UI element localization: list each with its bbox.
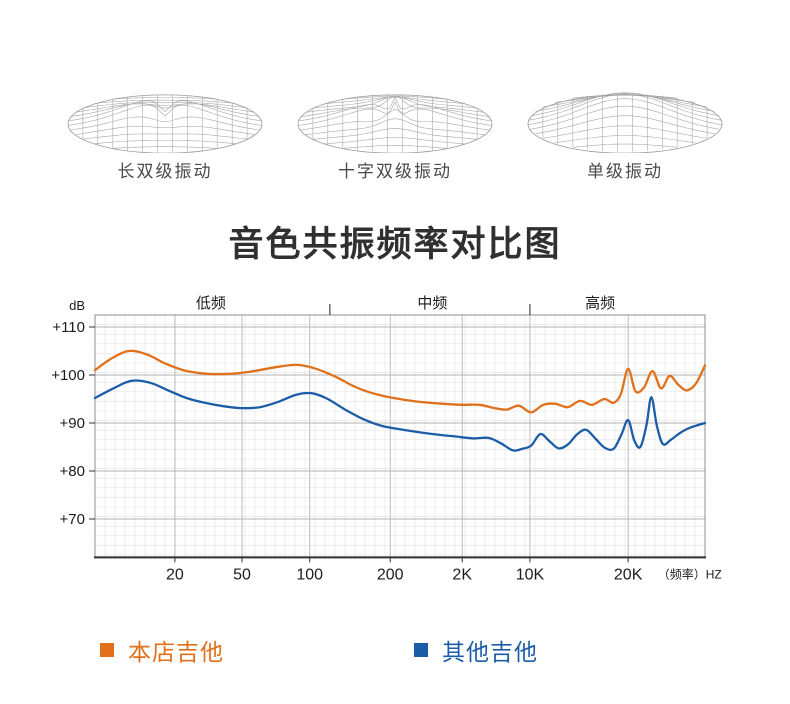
svg-text:中频: 中频 — [417, 295, 447, 312]
svg-text:dB: dB — [69, 298, 85, 313]
svg-text:+70: +70 — [60, 511, 85, 528]
wireframe-mesh-graphic — [67, 94, 263, 153]
legend-item-other-guitar: 其他吉他 — [414, 633, 538, 667]
svg-text:高频: 高频 — [585, 295, 615, 312]
svg-text:10K: 10K — [516, 566, 545, 583]
svg-text:100: 100 — [296, 566, 323, 583]
svg-text:低频: 低频 — [196, 295, 226, 312]
svg-text:（频率）HZ: （频率）HZ — [658, 566, 722, 581]
svg-text:20K: 20K — [614, 566, 643, 583]
svg-text:200: 200 — [377, 566, 404, 583]
chart-section: +110 +100 +90 +80 +70 dB 20 50 100 200 2K 10K 20K （频率… — [0, 289, 790, 589]
svg-text:20: 20 — [166, 566, 184, 583]
legend-swatch-blue — [414, 643, 428, 657]
svg-text:2K: 2K — [452, 566, 472, 583]
legend-label-our-guitar: 本店吉他 — [128, 639, 224, 665]
svg-text:+110: +110 — [52, 319, 85, 336]
svg-text:50: 50 — [233, 566, 251, 583]
wireframe-mesh-graphic — [297, 94, 493, 153]
frequency-comparison-chart: +110 +100 +90 +80 +70 dB 20 50 100 200 2K 10K 20K （频率… — [51, 295, 722, 583]
vibration-diagram-label: 长双级振动 — [117, 162, 213, 181]
vibration-diagram-single: 单级振动 — [512, 48, 738, 182]
svg-text:+80: +80 — [60, 463, 85, 480]
legend-item-our-guitar: 本店吉他 — [100, 633, 224, 667]
svg-text:+90: +90 — [60, 415, 85, 432]
vibration-diagram-label: 十字双级振动 — [338, 162, 452, 181]
legend-label-other-guitar: 其他吉他 — [442, 639, 538, 665]
vibration-diagrams-section: 长双级振动 十字双级振动 单级振动 — [0, 0, 790, 182]
vibration-diagram-label: 单级振动 — [587, 162, 663, 181]
legend-swatch-orange — [100, 643, 114, 657]
vibration-diagram-cross-dual: 十字双级振动 — [282, 48, 508, 182]
svg-text:+100: +100 — [51, 367, 85, 384]
chart-legend: 本店吉他 其他吉他 — [0, 633, 790, 667]
chart-title: 音色共振频率对比图 — [228, 225, 562, 264]
wireframe-mesh-graphic — [527, 92, 723, 153]
vibration-diagram-long-dual: 长双级振动 — [52, 48, 278, 182]
